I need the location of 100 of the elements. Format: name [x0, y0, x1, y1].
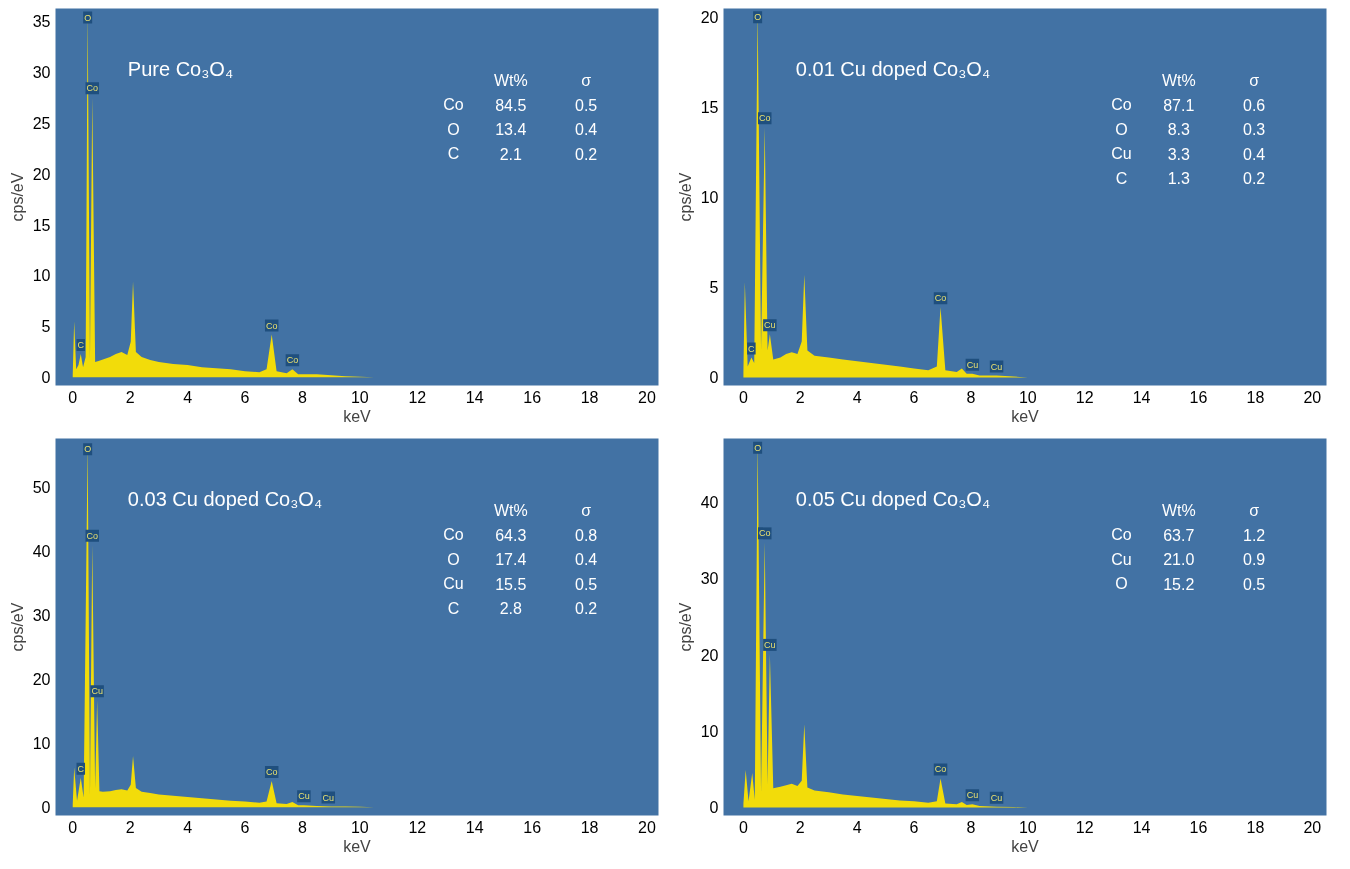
annotation: C	[77, 763, 85, 774]
annotation: Cu	[966, 359, 979, 370]
x-tick-label: 16	[523, 388, 542, 406]
x-tick-label: 20	[1303, 388, 1322, 406]
y-tick-label: 0	[41, 369, 51, 387]
x-tick-label: 14	[465, 818, 484, 836]
annotation: O	[754, 12, 762, 23]
x-axis-title: keV	[1011, 407, 1040, 425]
text: Co 84.5 0.5	[443, 96, 598, 114]
annotation: Cu	[764, 639, 776, 650]
annotation: Co	[265, 766, 278, 777]
y-tick-label: 20	[700, 646, 719, 664]
x-tick-label: 4	[852, 388, 862, 406]
text: Pure Co₃O₄	[127, 57, 234, 80]
text: 0.05 Cu doped Co₃O₄	[795, 487, 991, 510]
annotation: Cu	[990, 361, 1003, 372]
annotation: O	[84, 444, 92, 455]
y-tick-label: 20	[32, 165, 51, 183]
x-tick-label: 0	[738, 818, 748, 836]
y-tick-label: 40	[32, 543, 51, 561]
text: Wt% σ	[1161, 71, 1260, 89]
x-tick-label: 14	[1132, 818, 1151, 836]
text: O 8.3 0.3	[1115, 120, 1266, 139]
x-tick-label: 12	[408, 388, 427, 406]
annotation: Cu	[322, 792, 335, 803]
text: O 15.2 0.5	[1115, 575, 1266, 593]
text: 0.01 Cu doped Co₃O₄	[795, 57, 991, 80]
x-tick-label: 6	[909, 818, 919, 836]
annotation: Co	[86, 530, 99, 541]
x-tick-label: 2	[125, 388, 135, 406]
y-axis-title: cps/eV	[8, 602, 26, 652]
x-tick-label: 16	[523, 818, 542, 836]
x-tick-label: 0	[68, 388, 78, 406]
y-tick-label: 0	[709, 369, 719, 387]
x-tick-label: 12	[1075, 818, 1094, 836]
annotation: Co	[758, 528, 771, 539]
y-tick-label: 40	[700, 493, 719, 511]
y-tick-label: 5	[709, 279, 719, 297]
text: C 2.8 0.2	[447, 599, 598, 618]
y-tick-label: 10	[700, 189, 719, 207]
y-tick-label: 30	[700, 570, 719, 588]
y-tick-label: 10	[32, 267, 51, 285]
y-tick-label: 20	[700, 9, 719, 27]
x-tick-label: 4	[183, 388, 193, 406]
text: Cu 3.3 0.4	[1111, 145, 1266, 163]
y-tick-label: 20	[32, 671, 51, 689]
annotation: O	[84, 12, 92, 23]
annotation: Cu	[298, 791, 310, 802]
x-axis-title: keV	[343, 837, 372, 855]
text: Co 63.7 1.2	[1111, 526, 1266, 544]
text: Co 87.1 0.6	[1111, 96, 1266, 114]
text: Wt% σ	[493, 71, 592, 89]
y-tick-label: 30	[32, 607, 51, 625]
x-tick-label: 18	[580, 818, 599, 836]
annotation: Co	[265, 320, 278, 331]
annotation: Co	[86, 83, 99, 94]
text: Wt% σ	[1161, 501, 1260, 519]
annotation: Co	[934, 293, 947, 304]
x-tick-label: 0	[738, 388, 748, 406]
annotation: Co	[758, 113, 771, 124]
annotation: Cu	[764, 320, 776, 331]
x-tick-label: 18	[580, 388, 599, 406]
text: Co 64.3 0.8	[443, 526, 598, 544]
y-tick-label: 15	[32, 216, 51, 234]
annotation: Cu	[990, 792, 1003, 803]
text: Wt% σ	[493, 501, 592, 519]
y-tick-label: 50	[32, 479, 51, 497]
x-tick-label: 14	[1132, 388, 1151, 406]
text: C 2.1 0.2	[447, 145, 598, 163]
x-tick-label: 8	[297, 388, 307, 406]
y-tick-label: 10	[700, 723, 719, 741]
annotation: Co	[286, 355, 299, 366]
x-tick-label: 8	[297, 818, 307, 836]
x-tick-label: 20	[1303, 818, 1322, 836]
x-tick-label: 6	[909, 388, 919, 406]
x-tick-label: 2	[795, 388, 805, 406]
y-tick-label: 15	[700, 99, 719, 117]
x-tick-label: 6	[240, 818, 250, 836]
x-axis-title: keV	[1011, 837, 1040, 855]
y-axis-title: cps/eV	[676, 602, 694, 652]
annotation: Cu	[91, 686, 103, 697]
text: O 13.4 0.4	[447, 120, 598, 139]
x-tick-label: 16	[1189, 388, 1208, 406]
y-tick-label: 10	[32, 735, 51, 753]
x-tick-label: 8	[966, 818, 976, 836]
x-tick-label: 4	[183, 818, 193, 836]
y-tick-label: 5	[41, 318, 51, 336]
y-tick-label: 0	[41, 799, 51, 817]
text: Cu 15.5 0.5	[443, 575, 598, 593]
annotation: C	[77, 339, 85, 350]
x-tick-label: 18	[1246, 818, 1265, 836]
y-axis-title: cps/eV	[676, 172, 694, 222]
x-tick-label: 20	[638, 818, 657, 836]
y-tick-label: 30	[32, 63, 51, 81]
annotation: C	[748, 343, 756, 354]
text: O 17.4 0.4	[447, 550, 598, 569]
x-tick-label: 10	[1018, 818, 1037, 836]
x-tick-label: 12	[408, 818, 427, 836]
text: Cu 21.0 0.9	[1111, 550, 1266, 569]
x-tick-label: 10	[350, 818, 369, 836]
